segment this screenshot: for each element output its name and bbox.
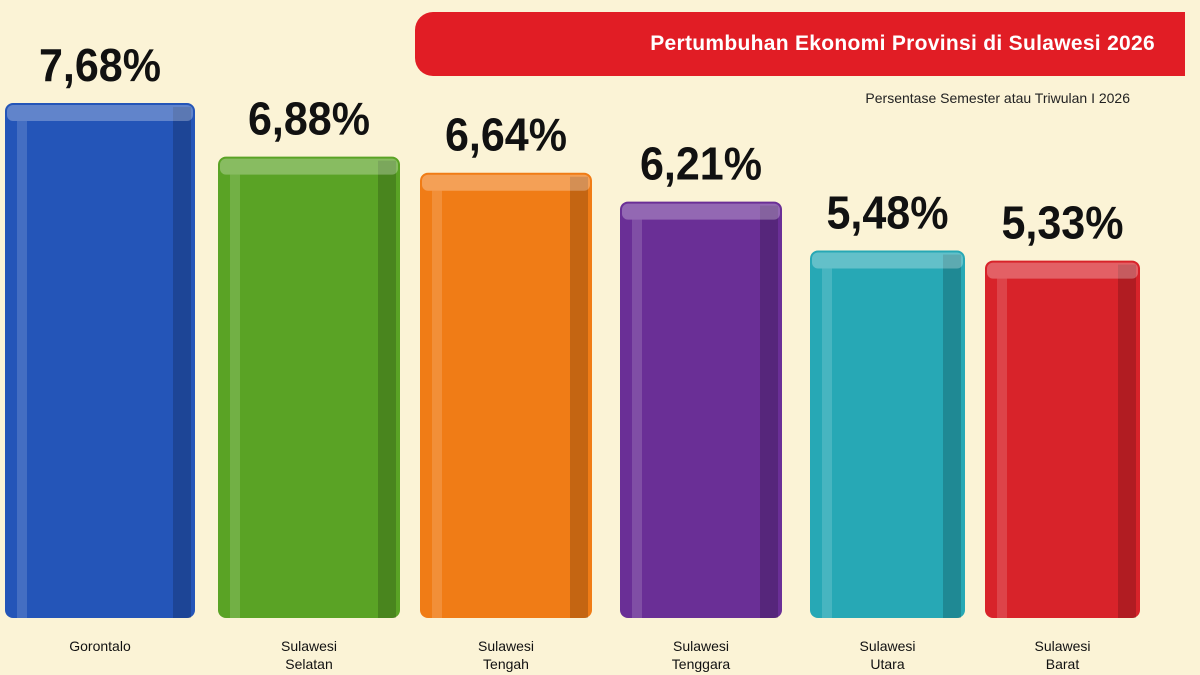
chart-title: Pertumbuhan Ekonomi Provinsi di Sulawesi… (650, 32, 1155, 55)
bar (810, 250, 965, 618)
x-tick-label: Sulawesi Tenggara (671, 638, 731, 672)
x-tick-label: Sulawesi Selatan (280, 638, 338, 672)
bar-shade (943, 254, 961, 618)
bar-cap (622, 203, 780, 220)
bar (985, 260, 1140, 618)
value-label: 6,88% (248, 93, 370, 145)
chart-subtitle: Persentase Semester atau Triwulan I 2026 (865, 90, 1130, 106)
bar-shade (570, 176, 588, 619)
bar-shade (1118, 264, 1136, 618)
bar-highlight (997, 278, 1007, 618)
x-tick-label: Sulawesi Utara (859, 638, 916, 672)
title-banner (415, 12, 1185, 76)
bar (218, 156, 400, 619)
value-label: 6,21% (640, 138, 762, 190)
value-label: 7,68% (39, 39, 161, 91)
value-label: 6,64% (445, 109, 567, 161)
bar (5, 103, 195, 618)
bar-cap (812, 252, 963, 269)
x-tick-label: Sulawesi Tengah (477, 638, 535, 672)
bar-shade (173, 107, 191, 618)
value-label: 5,33% (1002, 197, 1124, 249)
bar-cap (220, 158, 398, 175)
bar-cap (7, 105, 193, 121)
bar-highlight (230, 174, 240, 619)
bar-highlight (822, 268, 832, 618)
value-label: 5,48% (827, 187, 949, 239)
x-tick-label: Sulawesi Barat (1034, 638, 1091, 672)
bar (620, 201, 782, 618)
bar-highlight (632, 219, 642, 618)
x-tick-label: Gorontalo (69, 638, 131, 654)
bar-cap (422, 174, 590, 191)
bar-highlight (17, 121, 27, 618)
bar (420, 172, 592, 619)
bar-shade (378, 160, 396, 619)
bar-highlight (432, 190, 442, 619)
bar-shade (760, 205, 778, 618)
bar-cap (987, 262, 1138, 279)
